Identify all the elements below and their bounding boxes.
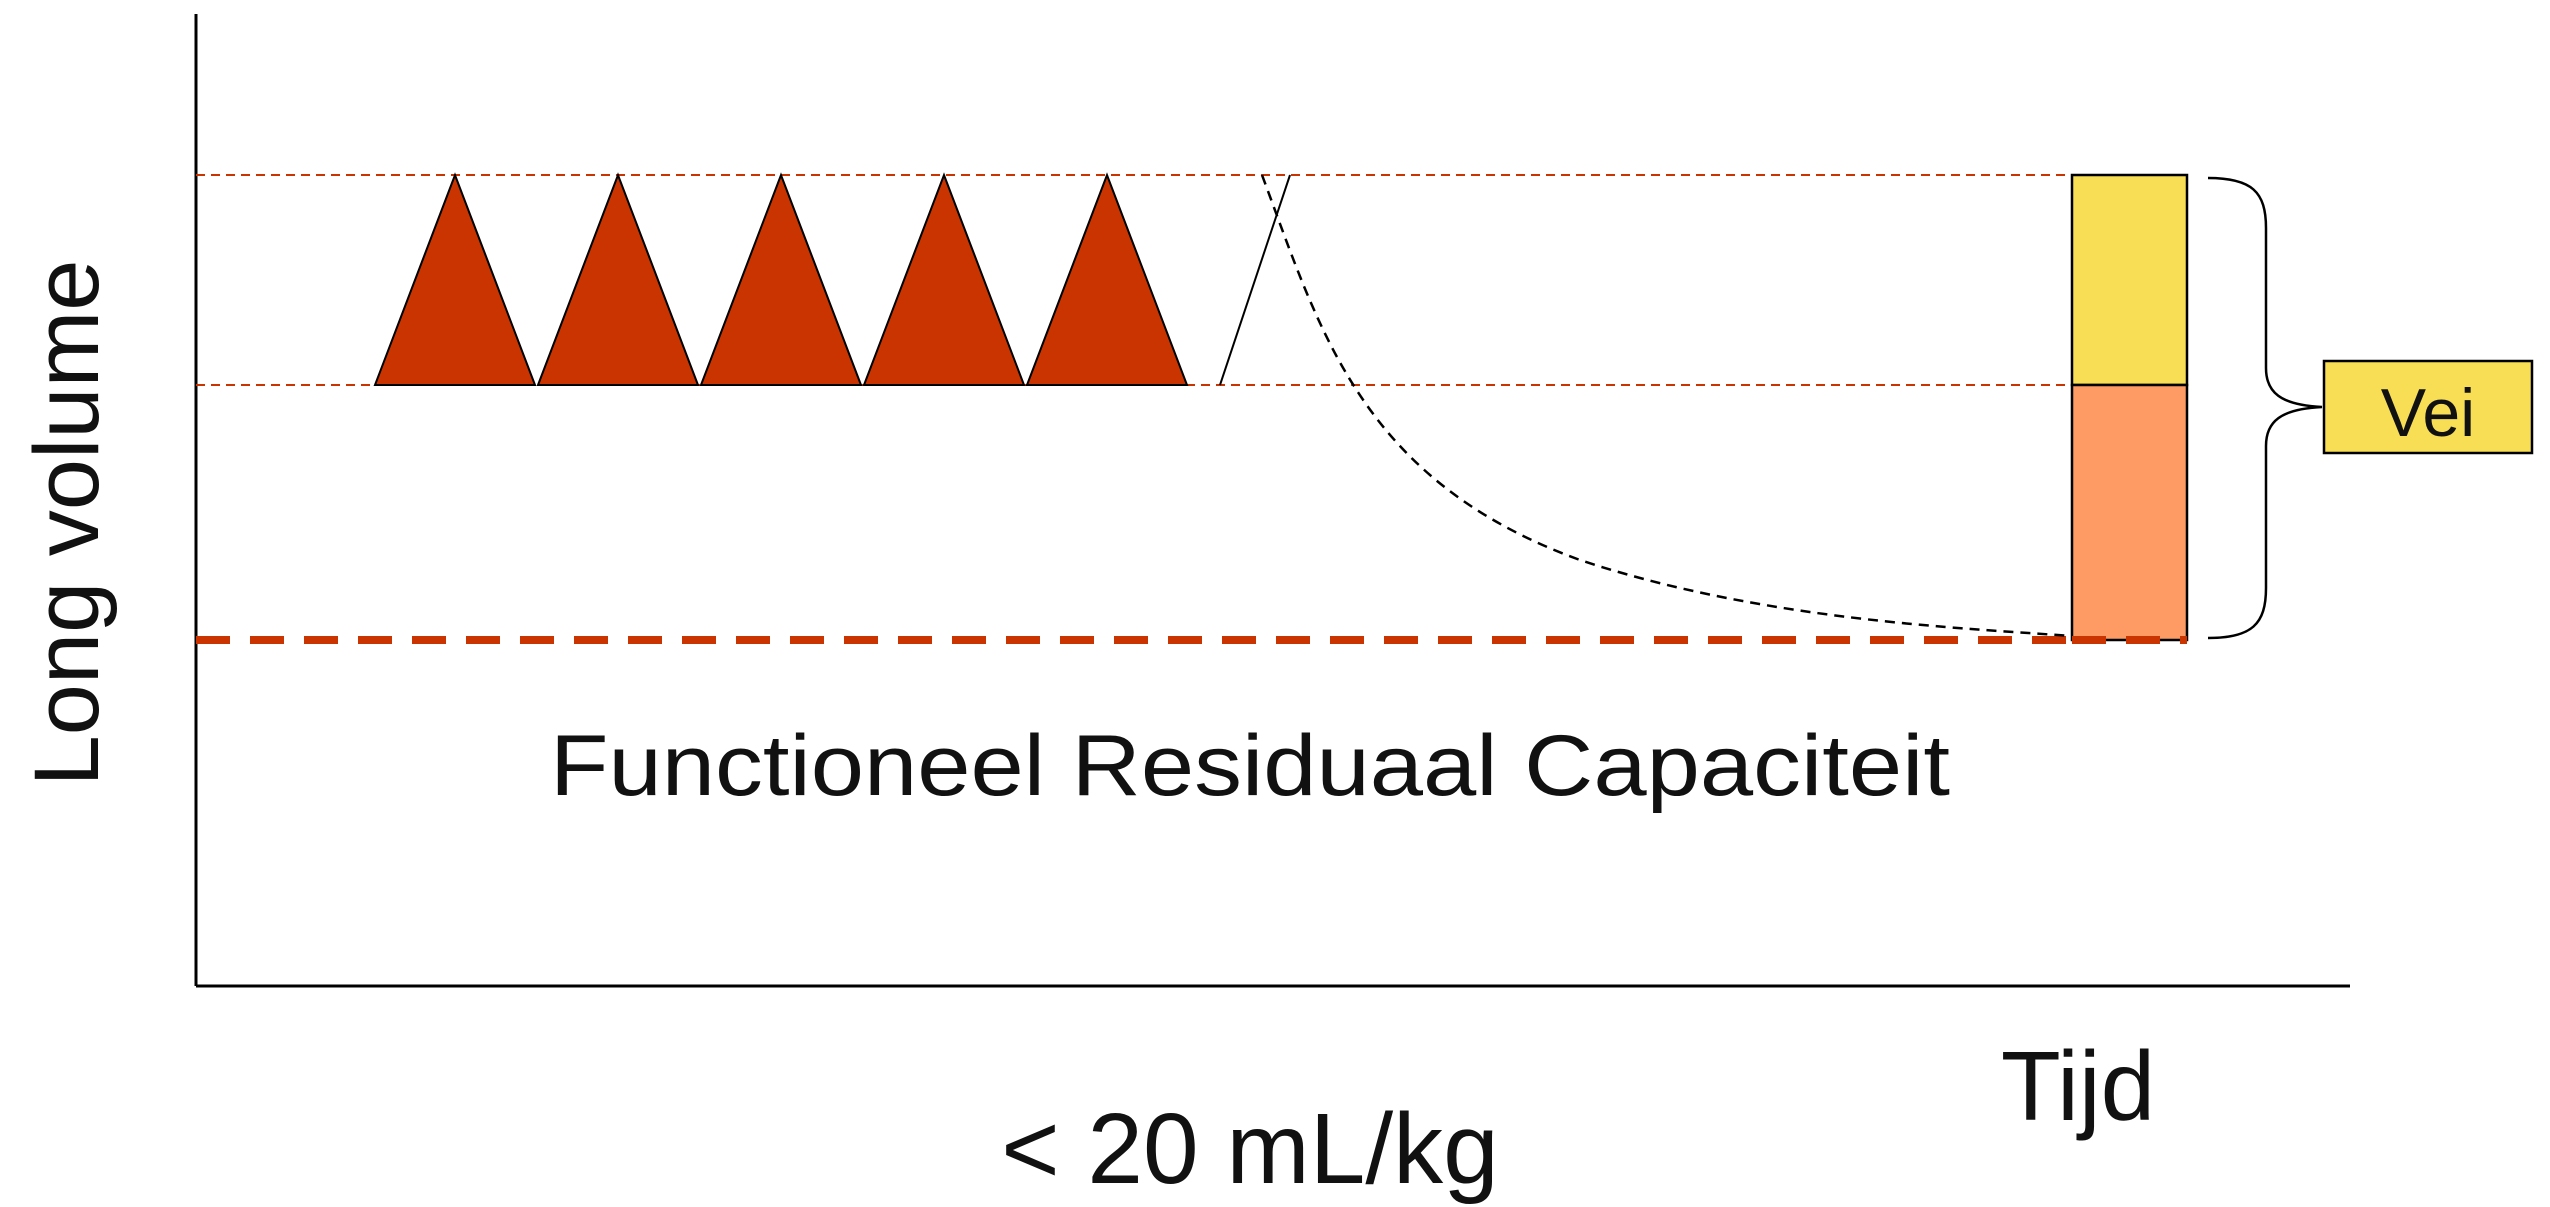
breath-triangle (536, 172, 700, 386)
rate-label: < 20 mL/kg (1001, 1093, 1499, 1205)
bar-lower-segment (2070, 383, 2189, 642)
apnea-decay-curve (1260, 174, 2073, 638)
breath-waveform (373, 172, 1291, 386)
x-axis-label: Tijd (2001, 1031, 2155, 1141)
breath-triangle (862, 172, 1026, 386)
bar-upper-segment (2070, 173, 2189, 387)
vei-label: Vei (2381, 375, 2476, 451)
frc-label: Functioneel Residuaal Capaciteit (550, 718, 1950, 814)
breath-triangle (373, 172, 537, 386)
breath-triangle (699, 172, 863, 386)
y-axis-label: Long volume (16, 260, 118, 787)
breath-triangle (1025, 172, 1189, 386)
last-inspiration-stroke (1219, 174, 1291, 386)
vei-box (2322, 359, 2534, 455)
curly-brace (2207, 176, 2323, 640)
